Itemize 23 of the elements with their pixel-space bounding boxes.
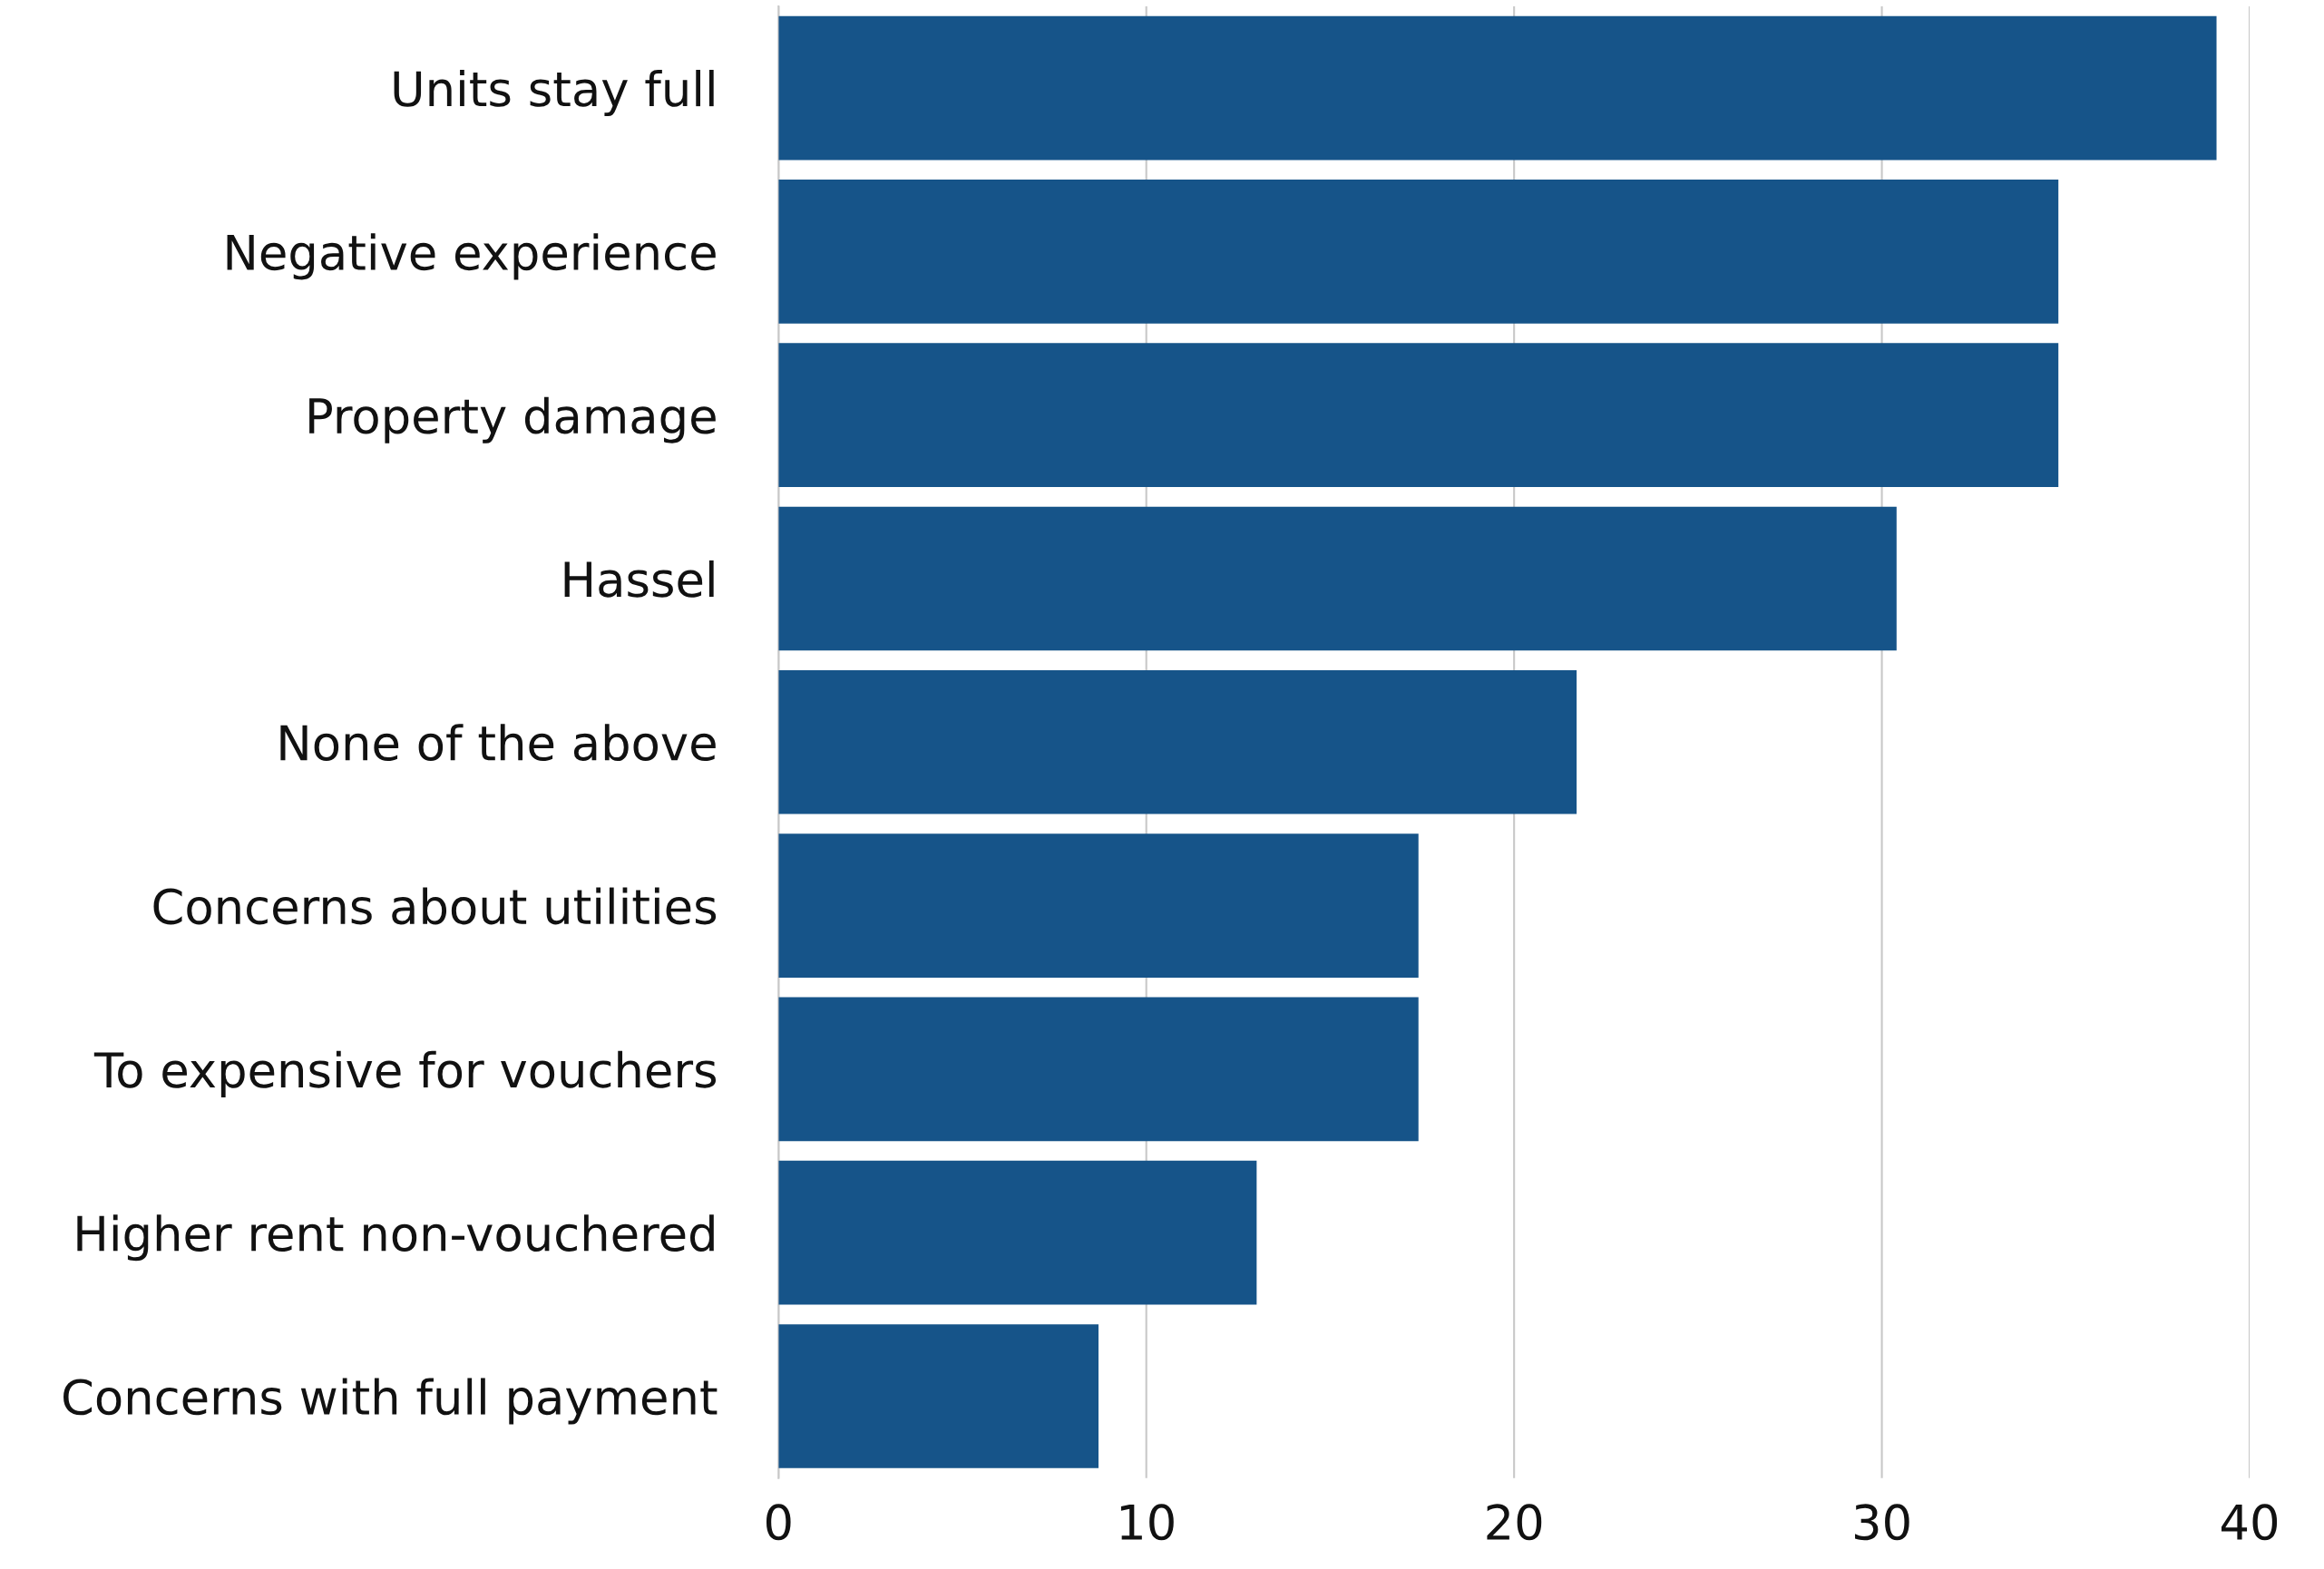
- y-tick-label: To expensive for vouchers: [93, 1050, 717, 1097]
- bar: [778, 1160, 1257, 1305]
- y-tick-label: None of the above: [280, 724, 716, 762]
- x-tick-label: 0: [766, 1504, 791, 1541]
- y-tick-label: Higher rent non-vouchered: [77, 1214, 714, 1262]
- bar: [778, 180, 2059, 324]
- y-tick-label: Hassel: [564, 560, 714, 598]
- y-tick-label: Concerns with full payment: [63, 1378, 718, 1425]
- bar: [778, 15, 2217, 161]
- bar: [778, 833, 1419, 978]
- x-tick-label: 40: [2221, 1504, 2278, 1541]
- x-tick-label: 10: [1120, 1504, 1174, 1541]
- bar: [778, 1324, 1099, 1468]
- y-tick-label: Concerns about utilities: [153, 887, 717, 925]
- y-tick-label: Negative experience: [227, 233, 716, 280]
- x-tick-label: 30: [1855, 1504, 1909, 1541]
- y-tick-label: Property damage: [309, 396, 716, 443]
- y-tick-label: Units stay full: [394, 70, 714, 117]
- bar: [778, 343, 2059, 488]
- bar: [778, 997, 1419, 1142]
- bar: [778, 669, 1577, 814]
- x-tick-label: 20: [1487, 1504, 1542, 1541]
- bar: [778, 506, 1897, 651]
